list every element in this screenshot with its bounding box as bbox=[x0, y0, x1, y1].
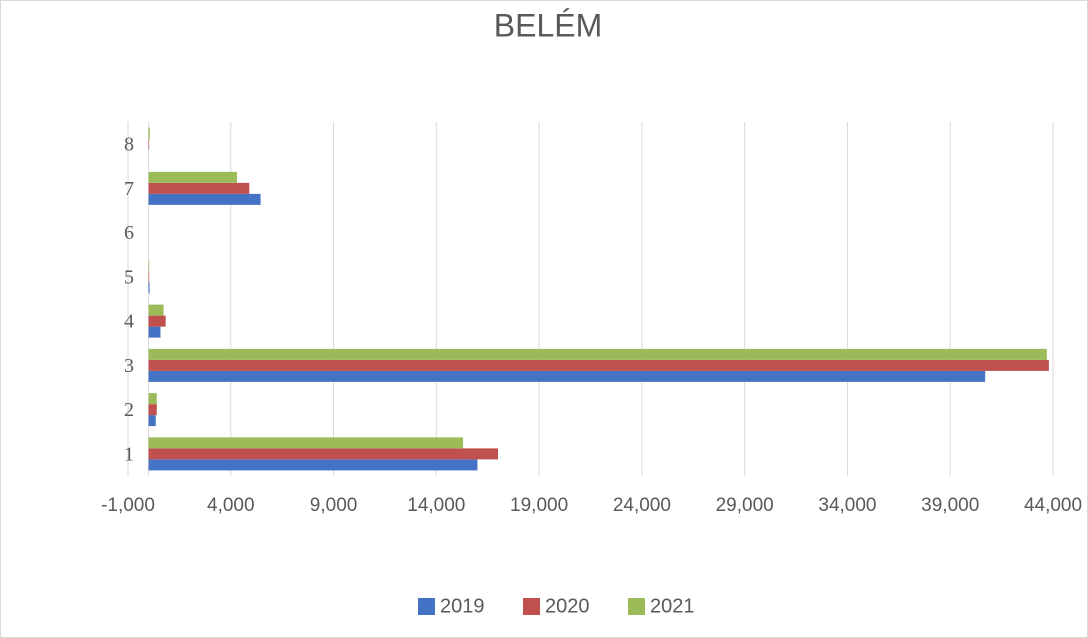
x-tick-label: 34,000 bbox=[818, 495, 876, 516]
bar bbox=[148, 127, 150, 139]
bar bbox=[148, 260, 150, 272]
x-tick-label: 9,000 bbox=[310, 495, 358, 516]
bar bbox=[148, 348, 1047, 360]
y-tick-label: 7 bbox=[124, 178, 134, 200]
y-tick-label: 1 bbox=[124, 443, 134, 465]
bar bbox=[148, 437, 464, 449]
bar bbox=[148, 359, 1049, 371]
bar bbox=[148, 326, 161, 338]
bar bbox=[148, 171, 237, 183]
bar bbox=[148, 138, 150, 150]
y-tick-label: 3 bbox=[124, 355, 134, 377]
y-tick-label: 2 bbox=[124, 399, 134, 421]
y-tick-label: 5 bbox=[124, 266, 134, 288]
x-tick-label: -1,000 bbox=[101, 495, 155, 516]
legend-label: 2021 bbox=[650, 595, 695, 617]
x-tick-label: 39,000 bbox=[921, 495, 979, 516]
x-tick-label: 14,000 bbox=[407, 495, 465, 516]
bar bbox=[148, 415, 156, 427]
x-tick-label: 24,000 bbox=[613, 495, 671, 516]
bar bbox=[148, 404, 157, 416]
x-tick-label: 29,000 bbox=[716, 495, 774, 516]
bar bbox=[148, 315, 166, 327]
legend-label: 2019 bbox=[440, 595, 485, 617]
legend-swatch bbox=[523, 598, 540, 615]
legend-swatch bbox=[418, 598, 435, 615]
x-tick-label: 44,000 bbox=[1024, 495, 1082, 516]
bar bbox=[148, 193, 261, 205]
legend-label: 2020 bbox=[545, 595, 590, 617]
bar bbox=[148, 448, 499, 460]
bar bbox=[148, 370, 986, 382]
chart-title: BELÉM bbox=[494, 7, 602, 43]
bar bbox=[148, 459, 478, 471]
x-tick-label: 19,000 bbox=[510, 495, 568, 516]
x-tick-label: 4,000 bbox=[207, 495, 255, 516]
y-tick-label: 6 bbox=[124, 222, 134, 244]
bar bbox=[148, 282, 150, 294]
bar bbox=[148, 393, 157, 405]
bar bbox=[148, 182, 250, 194]
bar bbox=[148, 304, 164, 316]
legend-swatch bbox=[628, 598, 645, 615]
y-tick-label: 4 bbox=[124, 311, 134, 333]
y-tick-label: 8 bbox=[124, 134, 134, 156]
bar bbox=[148, 271, 150, 283]
